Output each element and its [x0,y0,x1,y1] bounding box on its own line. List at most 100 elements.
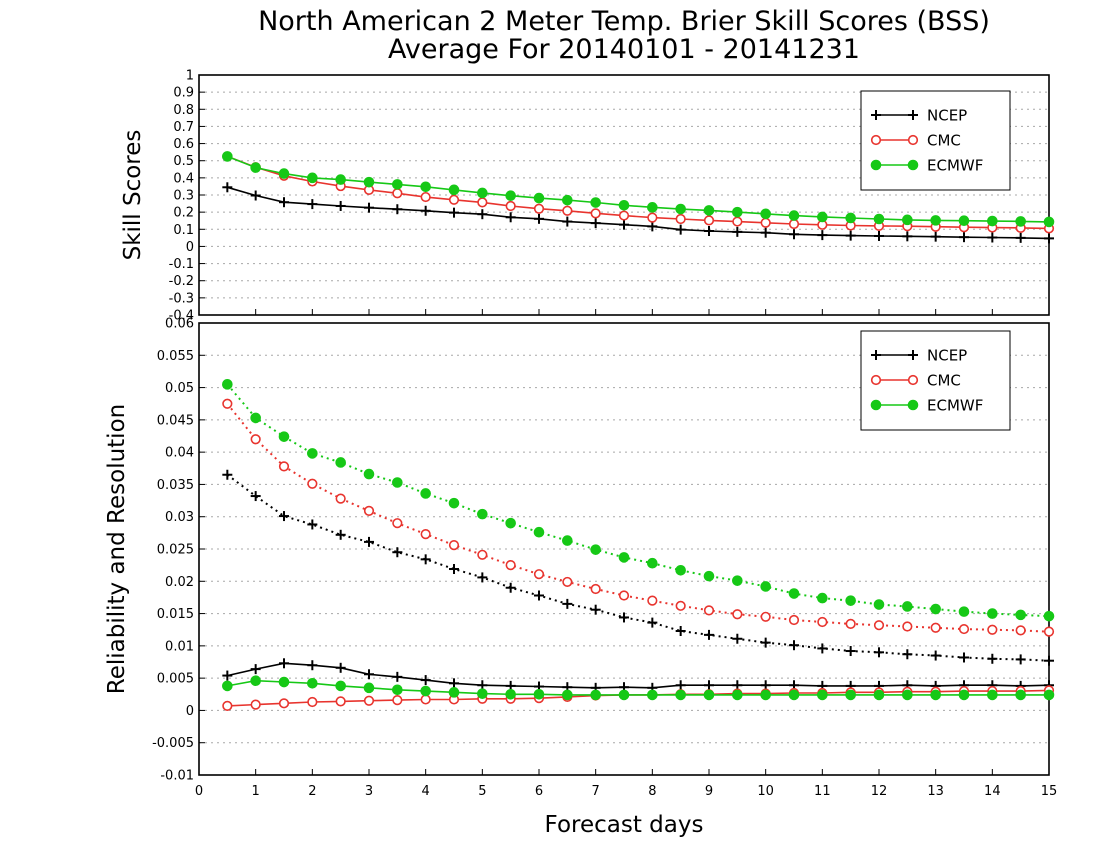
y-tick-label: 0.6 [173,137,194,152]
series-ecmwf-reliability-point [732,689,743,701]
x-tick-label: 10 [757,784,774,799]
series-ecmwf-resolution-point [448,497,460,509]
series-ecmwf-resolution-point [703,570,715,582]
y-tick-label: -0.4 [169,309,194,324]
series-ecmwf-resolution-point [1015,609,1026,621]
series-cmc-reliability-point [307,696,318,708]
series-cmc-resolution-point [533,569,545,580]
series-ecmwf-point [363,176,375,188]
series-ecmwf-reliability-point [930,689,941,701]
series-ncep-resolution-point [222,469,233,480]
series-cmc-point [590,208,601,219]
x-axis-title: Forecast days [545,812,704,838]
series-ecmwf-resolution-point [590,544,601,555]
y-tick-label: 0.045 [157,413,194,428]
series-cmc-resolution-point [448,540,460,551]
legend: NCEP CMC ECMWF [860,330,1011,431]
series-ecmwf-reliability-point [958,689,970,701]
y-tick-label: 0.2 [173,206,194,221]
series-cmc-resolution-point [788,614,800,626]
series-ncep-resolution-point [364,536,374,547]
series-ecmwf-reliability-point [335,680,346,692]
series-ncep-point [874,230,884,241]
series-ncep-point [930,231,941,242]
x-tick-label: 15 [1041,784,1058,799]
series-ncep-resolution-point [307,519,318,530]
series-ecmwf-point [873,213,885,225]
series-ncep-point [534,213,544,224]
series-ncep-point [675,224,686,235]
series-cmc-resolution-point [732,609,743,620]
series-ecmwf-point [1043,216,1055,228]
series-cmc-resolution-point [250,434,261,445]
series-cmc-resolution-point [477,549,488,560]
series-cmc-resolution-point [505,560,516,571]
series-ncep-resolution-point [250,491,261,502]
y-tick-label: 0.015 [157,607,194,622]
series-cmc-point [732,216,743,227]
x-tick-label: 6 [535,784,543,799]
series-ecmwf-resolution-point [817,592,828,604]
series-cmc-reliability-point [278,698,290,709]
series-ecmwf-point [902,214,913,226]
series-ncep-resolution-point [420,554,431,565]
series-cmc-reliability-point [222,700,233,712]
series-ecmwf-point [335,174,346,185]
series-ecmwf-resolution-point [1043,610,1055,622]
x-tick-label: 4 [422,784,430,799]
series-ncep-resolution-point [647,617,658,628]
series-ecmwf-resolution-point [987,608,998,619]
series-cmc-resolution-point [817,616,828,628]
series-ncep-point [279,197,289,208]
legend-marker [870,134,882,146]
series-ncep-resolution-point [675,626,686,637]
legend-marker [870,374,882,386]
series-ncep-resolution-point [562,598,573,609]
series-ncep-resolution-point [449,564,459,575]
series-ncep-point [987,232,998,243]
x-tick-label: 2 [308,784,316,799]
series-ncep-point [704,226,714,236]
series-cmc-resolution-point [590,583,601,595]
series-ecmwf-reliability-point [788,689,800,701]
series-ecmwf-resolution [222,379,1055,622]
series-ecmwf-reliability-point [448,687,460,698]
series-ecmwf-reliability-point [902,689,913,701]
y-tick-label: 0.06 [165,317,194,332]
series-ncep-point [732,226,743,237]
series-ncep-resolution-point [760,637,771,648]
series-ecmwf-reliability-point [618,689,630,701]
series-ecmwf-point [505,190,516,201]
series-ncep-reliability-point [704,680,714,691]
series-ncep-resolution-point [1044,655,1054,666]
series-ecmwf-resolution-point [675,565,686,576]
series-ecmwf-reliability-point [278,676,290,688]
series-ncep-reliability-point [364,669,374,680]
series-ecmwf-point [958,215,970,227]
panel-bottom: -0.01 -0.005 0 0.005 0.01 0.015 0.02 0.025 0.03 0… [104,317,1057,800]
series-cmc-reliability-line [227,689,1050,707]
series-ecmwf-point [647,202,658,213]
legend-entry-ncep: NCEP [871,107,967,125]
series-ncep-resolution-point [619,612,629,623]
series-ecmwf-resolution-point [902,601,913,612]
series-cmc-resolution-point [420,529,431,540]
series-ecmwf-resolution-point [420,488,431,499]
series-cmc-reliability-point [250,699,261,710]
series-cmc-point [505,200,516,212]
series-cmc-resolution-point [703,605,715,616]
legend-marker [907,374,919,386]
series-ncep-reliability-line [227,662,1050,689]
series-ecmwf-point [477,187,488,199]
series-ecmwf-reliability-point [250,675,261,687]
y-tick-label: 0.03 [165,510,194,525]
series-ncep-point [562,216,573,227]
series-ecmwf-resolution-point [788,588,800,599]
series-cmc-point [675,213,686,225]
series-ecmwf-point [817,211,828,223]
y-tick-label: 0.1 [173,223,194,238]
series-ncep-point [789,229,799,240]
legend-label: CMC [927,132,961,150]
chart-panels: -0.4 -0.3 -0.2 -0.1 0 0.1 0.2 0.3 0.4 0.5 0.6 0.7 0.… [104,69,1057,800]
x-tick-label: 8 [648,784,656,799]
